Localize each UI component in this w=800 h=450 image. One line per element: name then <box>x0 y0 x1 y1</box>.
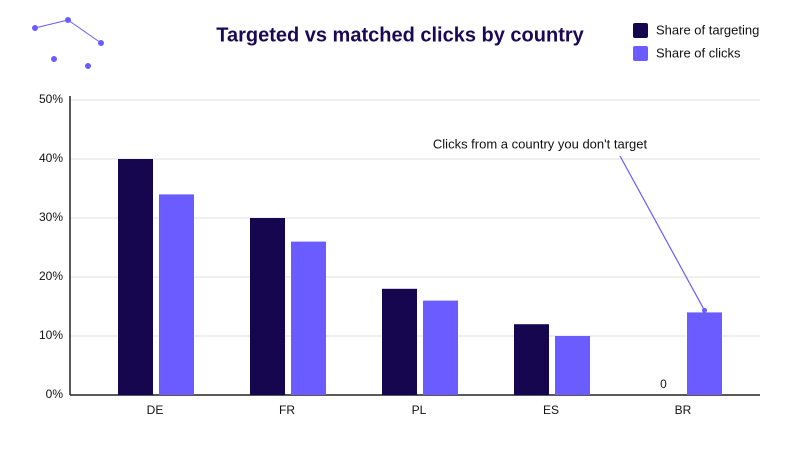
annotation-arrow <box>619 155 706 311</box>
bar <box>382 288 417 395</box>
legend-swatch <box>633 23 648 38</box>
legend-label: Share of clicks <box>656 45 741 60</box>
x-tick-label: BR <box>675 403 692 417</box>
y-tick-label: 40% <box>39 151 63 165</box>
x-tick-label: FR <box>279 403 295 417</box>
y-tick-label: 0% <box>46 387 64 401</box>
bar <box>159 194 194 395</box>
annotation: Clicks from a country you don't target <box>433 136 648 151</box>
y-tick-label: 10% <box>39 328 63 342</box>
bar <box>514 324 549 395</box>
legend-swatch <box>633 46 648 61</box>
bar <box>687 312 722 395</box>
y-tick-label: 30% <box>39 210 63 224</box>
y-tick-label: 20% <box>39 269 63 283</box>
logo <box>32 17 104 69</box>
bar <box>250 218 285 395</box>
data-label: 0 <box>660 377 667 391</box>
chart-title: Targeted vs matched clicks by country <box>216 24 584 46</box>
bar <box>118 159 153 395</box>
x-tick-label: PL <box>412 403 427 417</box>
legend-label: Share of targeting <box>656 22 759 37</box>
y-tick-label: 50% <box>39 92 63 106</box>
bar <box>555 336 590 395</box>
bar <box>291 241 326 395</box>
x-tick-label: ES <box>543 403 559 417</box>
annotation-dot <box>702 307 707 313</box>
x-tick-label: DE <box>147 403 164 417</box>
bar <box>423 300 458 395</box>
